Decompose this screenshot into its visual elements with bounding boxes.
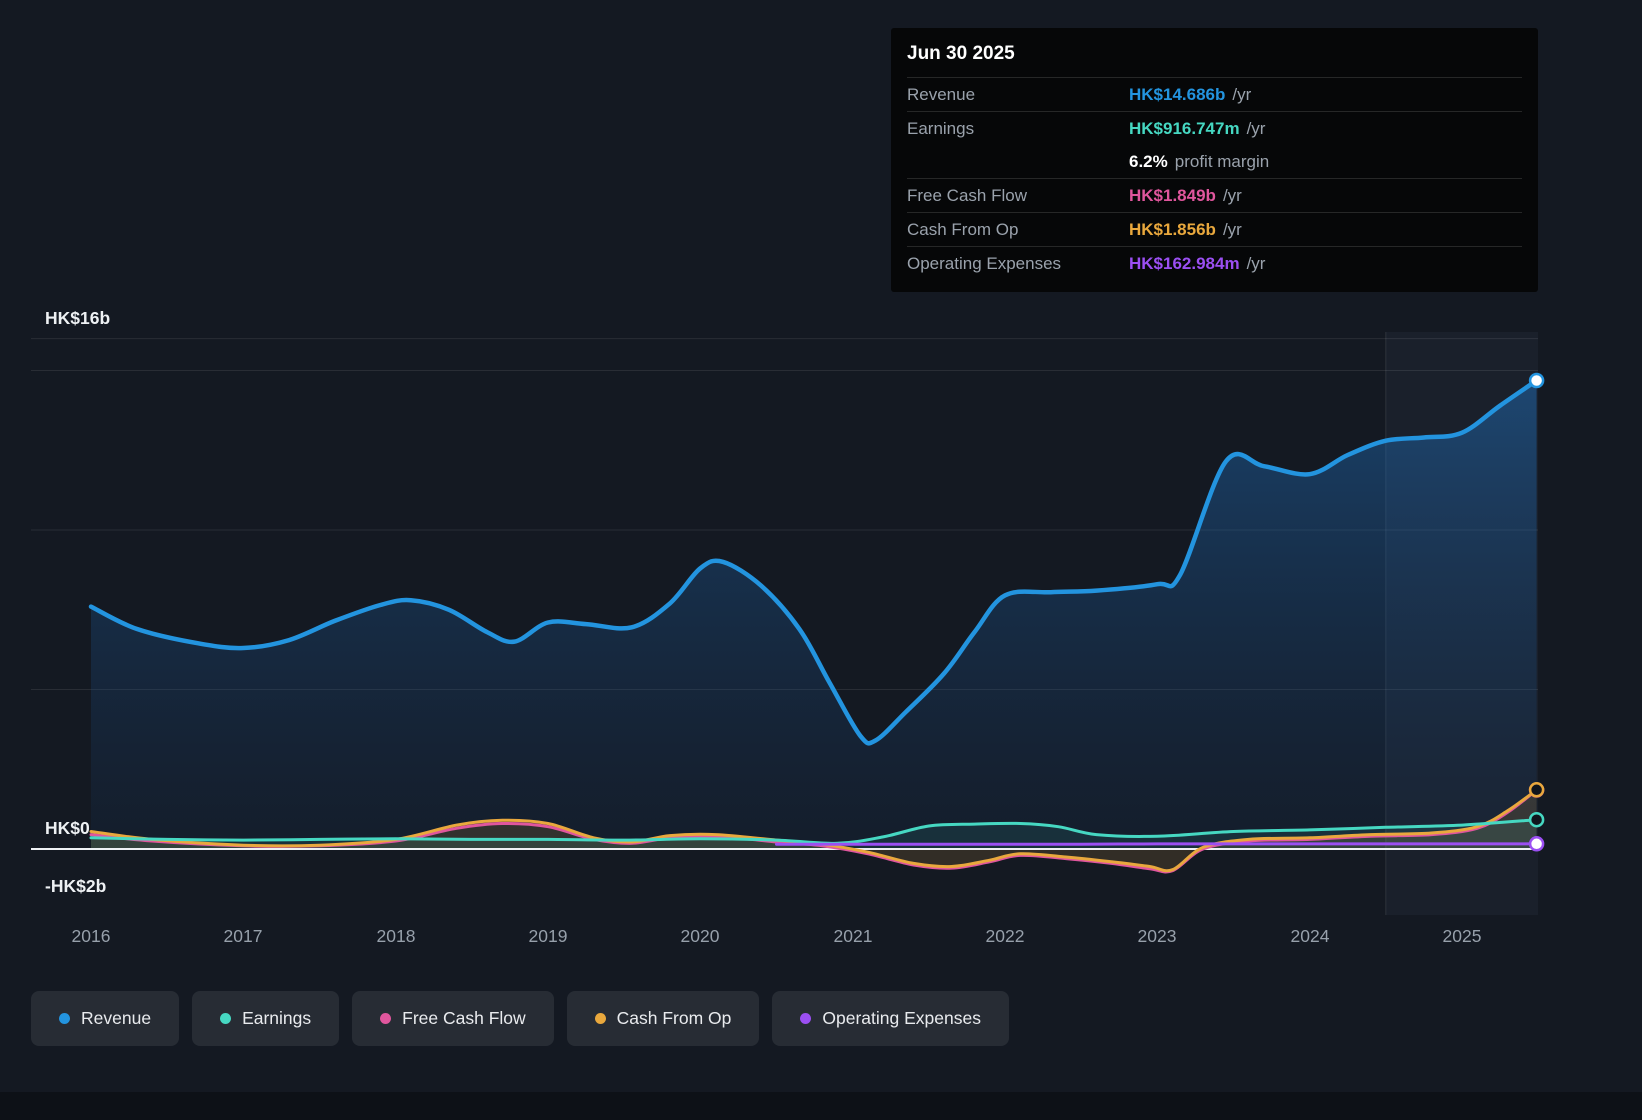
x-axis-label-2017: 2017: [223, 926, 263, 946]
x-axis-label-2018: 2018: [376, 926, 416, 946]
x-axis-label-2020: 2020: [680, 926, 720, 946]
legend-label: Operating Expenses: [822, 1008, 981, 1028]
operating-expenses-dot-icon: [800, 1013, 812, 1024]
tooltip-row-earnings: Earnings HK$916.747m /yr: [907, 111, 1522, 145]
tooltip-date: Jun 30 2025: [907, 28, 1522, 78]
tooltip-row-free-cash-flow: Free Cash Flow HK$1.849b /yr: [907, 178, 1522, 212]
tooltip-label: Free Cash Flow: [907, 185, 1027, 205]
tooltip-row-cash-from-op: Cash From Op HK$1.856b /yr: [907, 212, 1522, 246]
legend-item-cash-from-op[interactable]: Cash From Op: [566, 991, 760, 1046]
tooltip-value: 6.2%: [1129, 151, 1168, 171]
tooltip-label: Cash From Op: [907, 219, 1019, 239]
tooltip-suffix: /yr: [1222, 185, 1242, 205]
cash-from-op-dot-icon: [594, 1013, 606, 1024]
earnings-dot-icon: [220, 1013, 232, 1024]
y-axis-label-16b: HK$16b: [45, 308, 111, 328]
free-cash-flow-dot-icon: [380, 1013, 392, 1024]
y-axis-label-neg2b: -HK$2b: [45, 876, 107, 896]
tooltip-suffix: /yr: [1246, 253, 1266, 273]
legend-label: Free Cash Flow: [402, 1008, 526, 1028]
tooltip-value: HK$1.849b: [1129, 185, 1216, 205]
y-axis-label-0: HK$0: [45, 818, 90, 838]
revenue-dot-icon: [59, 1013, 70, 1024]
x-axis-label-2016: 2016: [71, 926, 111, 946]
x-axis-label-2023: 2023: [1137, 926, 1177, 946]
tooltip-value: HK$1.856b: [1129, 219, 1216, 239]
tooltip-suffix: /yr: [1246, 118, 1266, 138]
x-axis-label-2021: 2021: [833, 926, 873, 946]
legend-item-free-cash-flow[interactable]: Free Cash Flow: [352, 991, 554, 1046]
x-axis-label-2019: 2019: [528, 926, 568, 946]
x-axis-label-2024: 2024: [1290, 926, 1330, 946]
legend-label: Cash From Op: [616, 1008, 732, 1028]
legend-item-operating-expenses[interactable]: Operating Expenses: [772, 991, 1009, 1046]
tooltip-suffix: /yr: [1232, 84, 1252, 104]
data-tooltip: Jun 30 2025 Revenue HK$14.686b /yr Earni…: [891, 28, 1538, 292]
tooltip-value: HK$162.984m: [1129, 253, 1240, 273]
tooltip-suffix: profit margin: [1174, 151, 1270, 171]
tooltip-label: Operating Expenses: [907, 253, 1062, 273]
tooltip-value: HK$916.747m: [1129, 118, 1240, 138]
tooltip-value: HK$14.686b: [1129, 84, 1226, 104]
legend-item-revenue[interactable]: Revenue: [31, 991, 180, 1046]
tooltip-label: Revenue: [907, 84, 976, 104]
bottom-bar: [0, 1092, 1642, 1120]
tooltip-row-operating-expenses: Operating Expenses HK$162.984m /yr: [907, 246, 1522, 280]
tooltip-row-revenue: Revenue HK$14.686b /yr: [907, 78, 1522, 111]
legend-label: Earnings: [242, 1008, 312, 1028]
tooltip-suffix: /yr: [1222, 219, 1242, 239]
x-axis-label-2025: 2025: [1442, 926, 1482, 946]
chart-legend: Revenue Earnings Free Cash Flow Cash Fro…: [31, 991, 1009, 1046]
legend-item-earnings[interactable]: Earnings: [192, 991, 340, 1046]
x-axis-label-2022: 2022: [985, 926, 1025, 946]
tooltip-label: Earnings: [907, 118, 975, 138]
legend-label: Revenue: [81, 1008, 152, 1028]
tooltip-row-profit-margin: 6.2% profit margin: [907, 145, 1522, 178]
